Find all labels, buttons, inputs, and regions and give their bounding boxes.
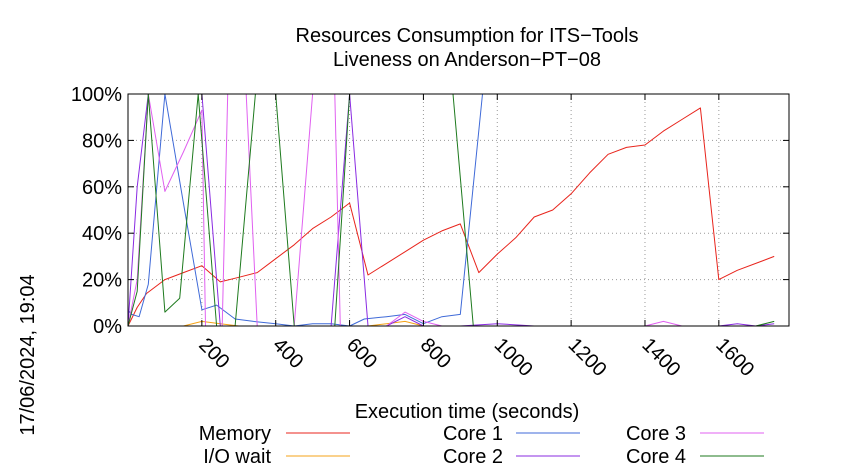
series-line-core-3 [127, 93, 775, 327]
series-lines [127, 93, 775, 327]
legend-label-core-3: Core 3 [626, 423, 686, 445]
legend-label-memory: Memory [199, 423, 271, 445]
legend-label-core-2: Core 2 [443, 446, 503, 468]
legend-label-i-o-wait: I/O wait [203, 446, 271, 468]
series-line-memory [127, 107, 775, 327]
x-tick-label: 800 [416, 334, 455, 373]
x-tick-label: 400 [268, 334, 307, 373]
x-tick-label: 1600 [711, 334, 758, 381]
x-tick-label: 200 [194, 334, 233, 373]
y-axis: 0% 20% 40% 60% 80% 100% [71, 84, 789, 338]
x-axis-label: Execution time (seconds) [355, 401, 580, 423]
x-tick-label: 1000 [490, 334, 537, 381]
y-tick-label: 60% [82, 177, 122, 199]
x-tick-label: 600 [342, 334, 381, 373]
y-tick-label: 20% [82, 270, 122, 292]
y-tick-label: 40% [82, 223, 122, 245]
y-tick-label: 0% [93, 316, 122, 338]
chart-title: Resources Consumption for ITS−Tools [296, 25, 639, 47]
x-tick-label: 1400 [637, 334, 684, 381]
legend-label-core-4: Core 4 [626, 446, 686, 468]
y-tick-label: 80% [82, 130, 122, 152]
chart-subtitle: Liveness on Anderson−PT−08 [333, 49, 601, 71]
grid [128, 94, 789, 326]
plot-border [127, 93, 790, 327]
y-tick-label: 100% [71, 84, 122, 106]
x-tick-label: 1200 [564, 334, 611, 381]
legend-label-core-1: Core 1 [443, 423, 503, 445]
timestamp-label: 17/06/2024, 19:04 [17, 274, 39, 435]
